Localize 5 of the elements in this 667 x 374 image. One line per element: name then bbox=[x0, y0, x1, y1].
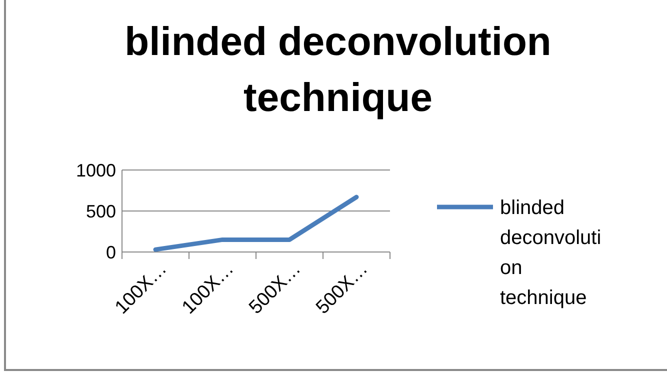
y-tick-label: 0 bbox=[106, 242, 116, 262]
y-tick-label: 1000 bbox=[76, 160, 116, 180]
chart-title: blinded deconvolution technique bbox=[124, 20, 552, 120]
y-tick-label: 500 bbox=[86, 201, 116, 222]
legend-label: blinded deconvolution technique bbox=[500, 197, 602, 309]
